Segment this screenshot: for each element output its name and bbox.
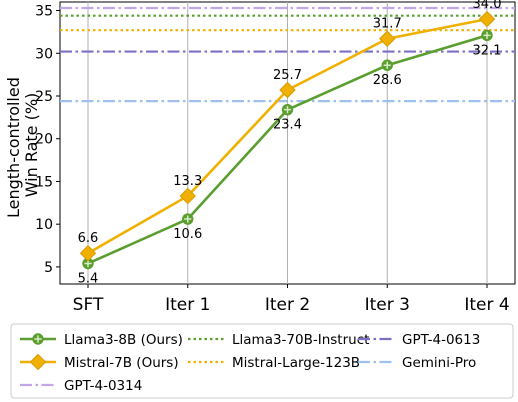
point-llama3-8b-ours-iter-2 <box>281 103 294 116</box>
data-label-llama3-8b-ours-iter-3: 28.6 <box>373 73 402 88</box>
series-layer <box>79 10 496 270</box>
point-llama3-8b-ours-iter-1 <box>182 213 194 225</box>
legend-marker-mistral-7b-ours <box>29 353 47 371</box>
point-mistral-7b-ours-iter-2 <box>279 81 296 99</box>
x-tick-label-iter-2: Iter 2 <box>265 295 310 315</box>
point-mistral-7b-ours-sft <box>79 245 97 262</box>
grid-layer <box>87 2 488 284</box>
y-tick-label-35: 35 <box>35 4 53 20</box>
point-llama3-8b-ours-iter-1-cross <box>184 215 192 223</box>
legend-label-mistral-large-123b: Mistral-Large-123B <box>232 355 360 371</box>
y-tick-label-5: 5 <box>44 260 53 276</box>
data-label-mistral-7b-ours-iter-2: 25.7 <box>273 68 302 83</box>
legend-label-gpt-4-0613: GPT-4-0613 <box>402 332 480 348</box>
x-tick-label-iter-1: Iter 1 <box>165 295 210 315</box>
legend-label-gemini-pro: Gemini-Pro <box>402 355 476 371</box>
legend-label-gpt-4-0314: GPT-4-0314 <box>64 378 142 394</box>
x-tick-label-iter-3: Iter 3 <box>365 295 410 315</box>
point-mistral-7b-ours-iter-4 <box>478 10 496 28</box>
data-label-llama3-8b-ours-iter-1: 10.6 <box>173 227 202 242</box>
y-tick-label-10: 10 <box>35 217 53 233</box>
point-llama3-8b-ours-iter-2-cross <box>283 106 292 114</box>
data-labels-layer: 5.4 10.6 23.4 28.6 32.1 6.6 13.3 25.7 31.7 34.0 <box>78 0 502 286</box>
data-label-mistral-7b-ours-iter-1: 13.3 <box>173 174 202 189</box>
y-axis-title-line-1: Length-controlled <box>4 77 23 218</box>
point-llama3-8b-ours-iter-3-cross <box>383 61 391 69</box>
legend-marker-llama3-8b-ours <box>32 333 44 345</box>
y-axis-title: Length-controlled Win Rate (%) <box>4 72 41 218</box>
data-label-mistral-7b-ours-iter-4: 34.0 <box>473 0 502 12</box>
legend-label-llama3-8b-ours: Llama3-8B (Ours) <box>64 332 183 348</box>
point-llama3-8b-ours-iter-4-cross <box>483 31 491 39</box>
data-label-mistral-7b-ours-sft: 6.6 <box>78 231 99 246</box>
x-tick-label-sft: SFT <box>73 295 104 315</box>
legend: Llama3-8B (Ours) Llama3-70B-Instruct GPT-4… <box>10 323 514 399</box>
y-tick-label-25: 25 <box>35 89 53 105</box>
data-label-llama3-8b-ours-sft: 5.4 <box>78 271 99 286</box>
legend-label-llama3-70b-instruct: Llama3-70B-Instruct <box>232 332 369 348</box>
y-tick-label-20: 20 <box>35 132 53 148</box>
point-mistral-7b-ours-iter-1 <box>179 187 196 205</box>
legend-marker-llama3-8b-ours-cross <box>34 335 42 343</box>
legend-label-mistral-7b-ours: Mistral-7B (Ours) <box>64 355 179 371</box>
point-llama3-8b-ours-iter-4 <box>481 29 493 42</box>
y-tick-label-30: 30 <box>35 46 53 62</box>
y-tick-label-15: 15 <box>35 174 53 190</box>
legend-frame <box>10 323 514 399</box>
y-axis-title-line-2: Win Rate (%) <box>22 93 41 198</box>
data-label-mistral-7b-ours-iter-3: 31.7 <box>373 17 402 32</box>
data-label-llama3-8b-ours-iter-2: 23.4 <box>273 118 302 133</box>
reference-lines-layer <box>60 6 515 103</box>
point-mistral-7b-ours-iter-3 <box>379 30 396 47</box>
x-tick-label-iter-4: Iter 4 <box>464 295 509 315</box>
data-label-llama3-8b-ours-iter-4: 32.1 <box>473 43 502 58</box>
ticks-layer: SFT Iter 1 Iter 2 Iter 3 Iter 4 5 10 15 20 25 30 35 <box>35 4 510 315</box>
point-llama3-8b-ours-iter-3 <box>381 59 393 71</box>
